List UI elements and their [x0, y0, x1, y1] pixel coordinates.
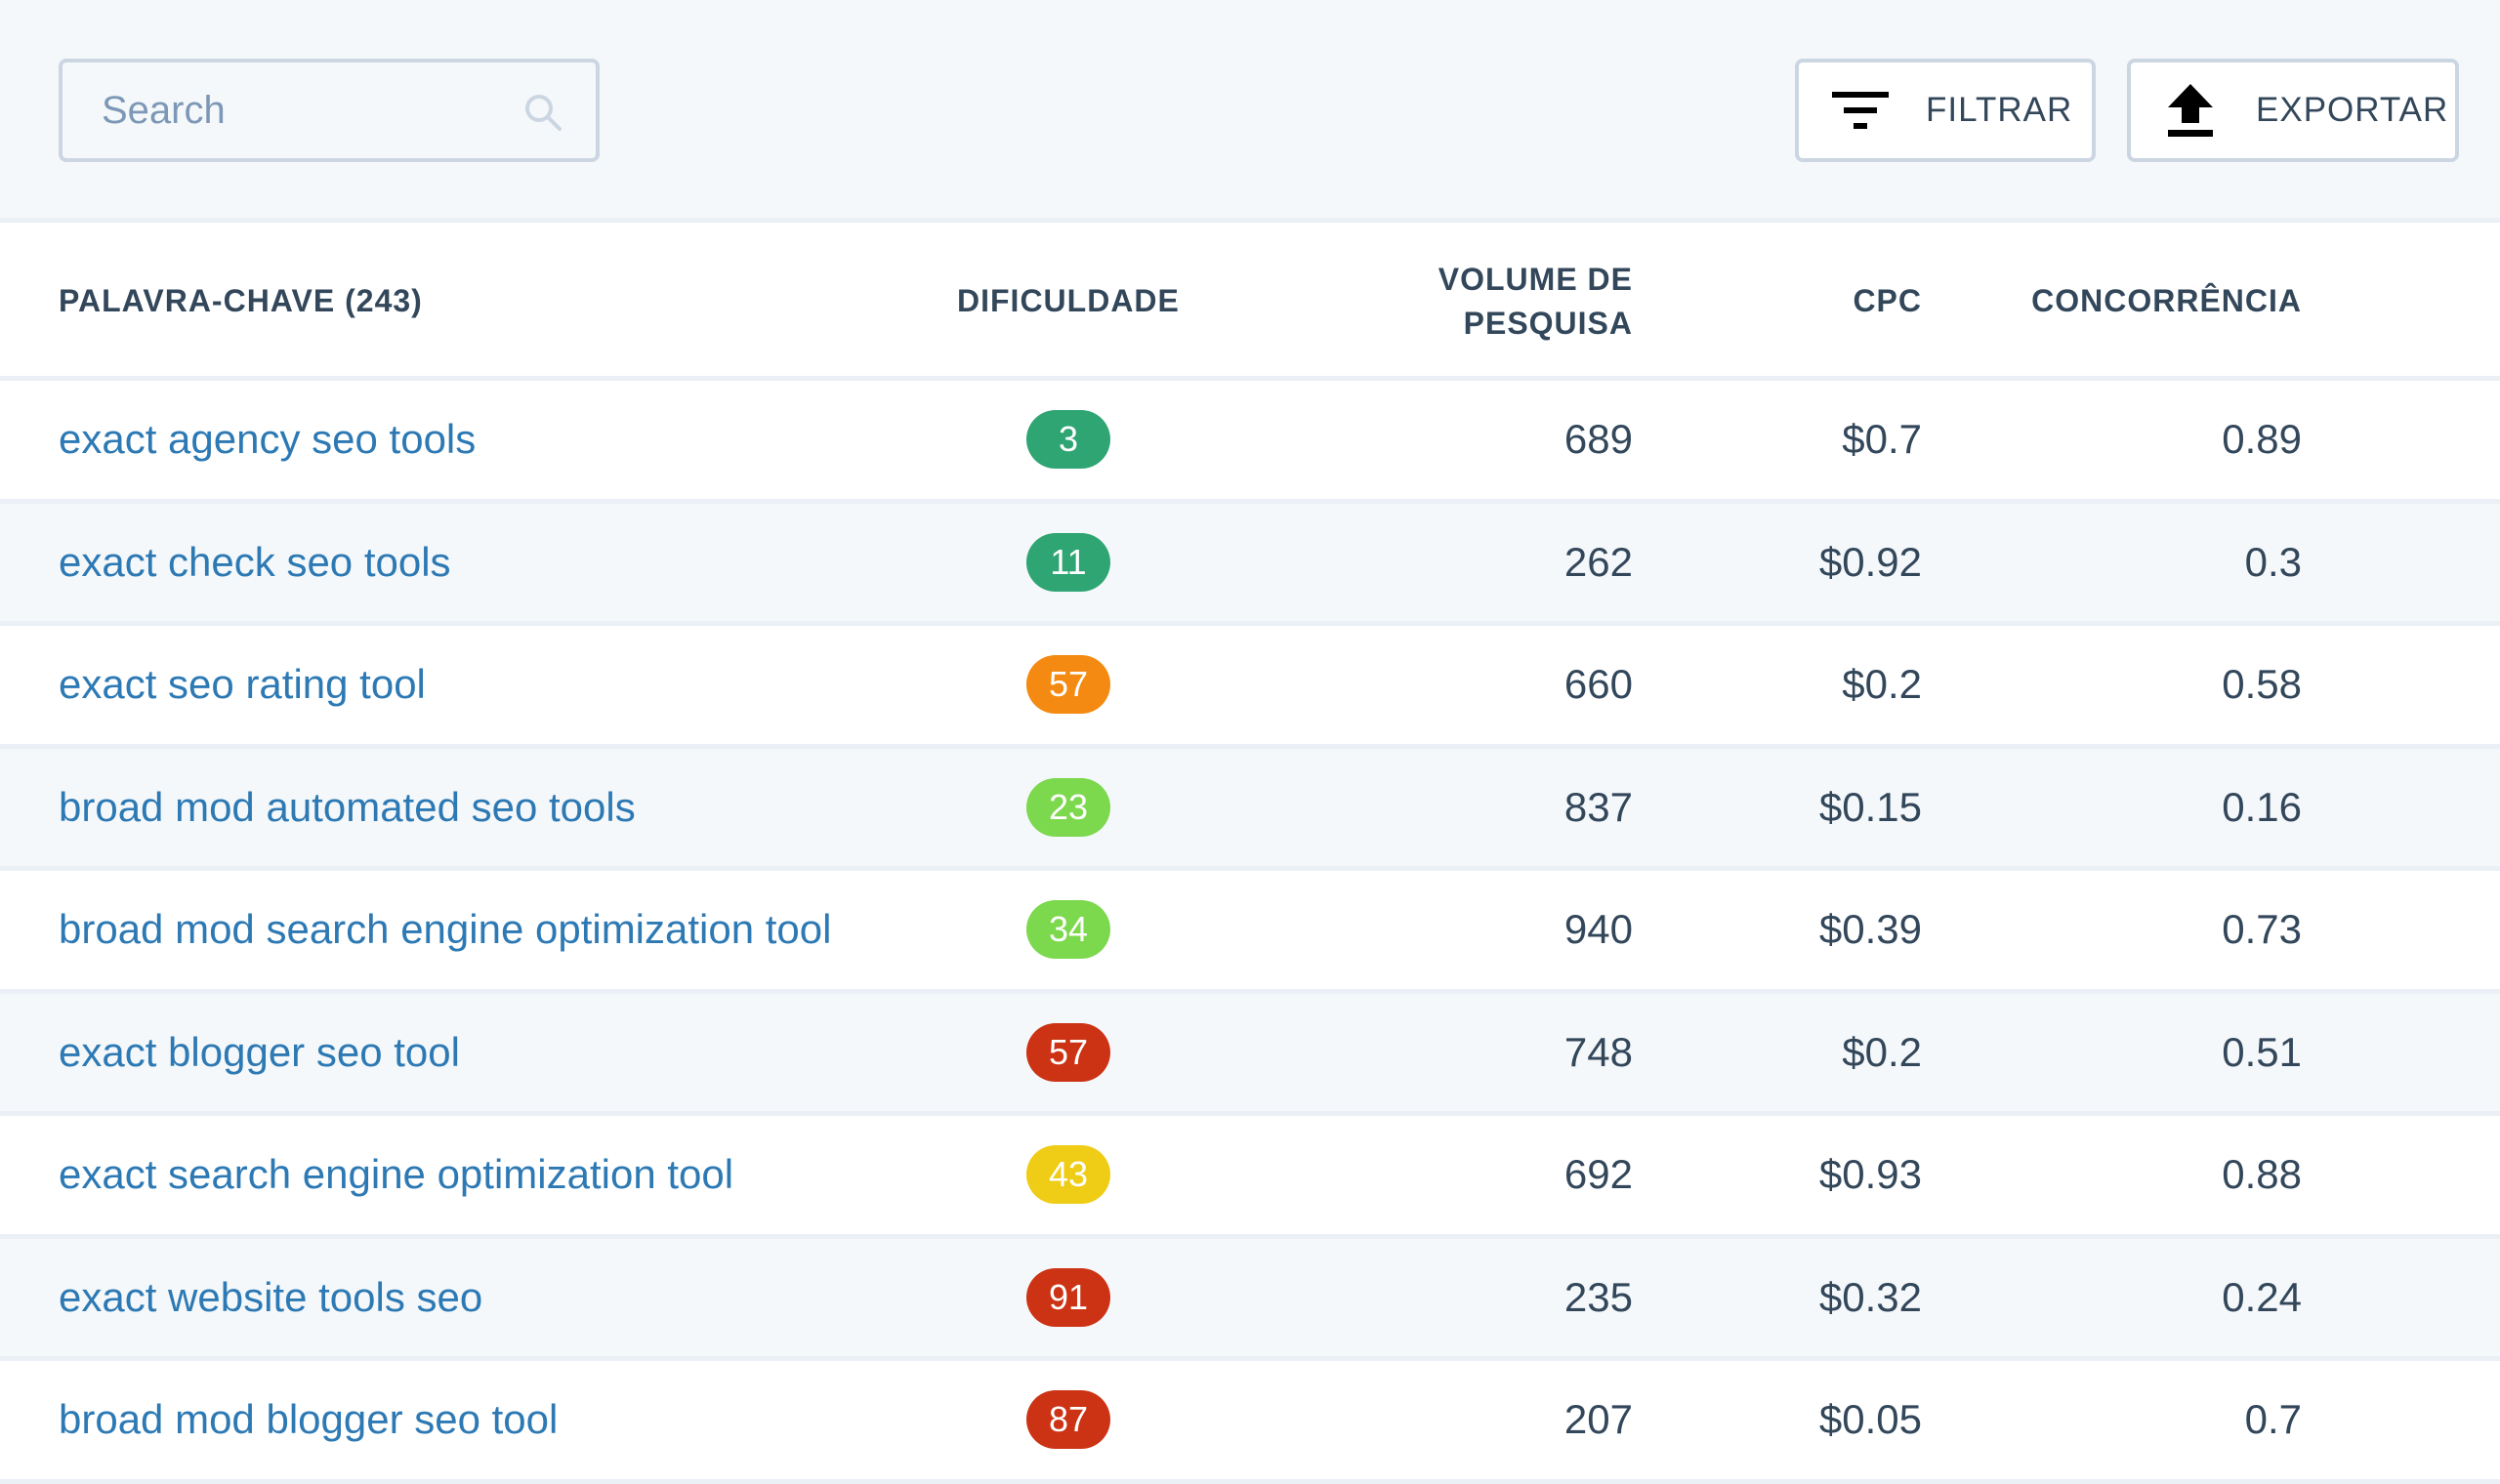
keyword-link[interactable]: broad mod blogger seo tool	[59, 1396, 559, 1443]
difficulty-badge: 57	[1026, 655, 1110, 715]
column-header-keyword[interactable]: PALAVRA-CHAVE (243)	[59, 283, 423, 318]
difficulty-cell: 23	[1026, 749, 1110, 867]
search-box[interactable]	[59, 59, 600, 162]
volume-cell: 660	[1563, 661, 1633, 708]
difficulty-cell: 91	[1026, 1239, 1110, 1357]
table-row: broad mod blogger seo tool 87 207 $0.05 …	[0, 1361, 2500, 1484]
difficulty-cell: 57	[1026, 994, 1110, 1112]
table-row: exact website tools seo 91 235 $0.32 0.2…	[0, 1238, 2500, 1361]
filter-button[interactable]: FILTRAR	[1795, 59, 2096, 162]
competition-cell: 0.24	[2222, 1273, 2302, 1320]
volume-cell: 692	[1563, 1151, 1633, 1198]
cpc-cell: $0.93	[1818, 1151, 1922, 1198]
column-header-volume-line1: VOLUME DE	[1438, 262, 1633, 297]
volume-cell: 262	[1563, 538, 1633, 585]
cpc-cell: $0.7	[1842, 416, 1922, 463]
difficulty-cell: 3	[1026, 381, 1110, 499]
competition-cell: 0.7	[2244, 1396, 2302, 1443]
export-button[interactable]: EXPORTAR	[2127, 59, 2459, 162]
cpc-cell: $0.15	[1818, 783, 1922, 830]
search-icon[interactable]	[523, 93, 562, 132]
difficulty-badge: 34	[1026, 900, 1110, 960]
volume-cell: 207	[1563, 1396, 1633, 1443]
volume-cell: 235	[1563, 1273, 1633, 1320]
keyword-link[interactable]: exact blogger seo tool	[59, 1028, 460, 1075]
competition-cell: 0.89	[2222, 416, 2302, 463]
competition-cell: 0.51	[2222, 1028, 2302, 1075]
competition-cell: 0.3	[2244, 538, 2302, 585]
filter-icon	[1832, 92, 1889, 129]
difficulty-cell: 34	[1026, 871, 1110, 989]
volume-cell: 689	[1563, 416, 1633, 463]
search-input[interactable]	[62, 62, 596, 158]
upload-icon	[2168, 84, 2213, 137]
cpc-cell: $0.05	[1818, 1396, 1922, 1443]
competition-cell: 0.73	[2222, 906, 2302, 953]
export-button-label: EXPORTAR	[2256, 91, 2449, 129]
difficulty-badge: 11	[1026, 532, 1110, 592]
table-row: exact blogger seo tool 57 748 $0.2 0.51	[0, 993, 2500, 1116]
difficulty-badge: 57	[1026, 1022, 1110, 1082]
cpc-cell: $0.2	[1842, 661, 1922, 708]
column-header-volume[interactable]: VOLUME DE PESQUISA	[1359, 258, 1633, 346]
column-header-difficulty[interactable]: DIFICULDADE	[957, 283, 1180, 318]
table-body: exact agency seo tools 3 689 $0.7 0.89 e…	[0, 381, 2500, 1484]
table-header: PALAVRA-CHAVE (243) DIFICULDADE VOLUME D…	[0, 223, 2500, 381]
table-row: broad mod search engine optimization too…	[0, 871, 2500, 994]
cpc-cell: $0.39	[1818, 906, 1922, 953]
column-header-competition[interactable]: CONCORRÊNCIA	[2031, 283, 2302, 318]
difficulty-cell: 57	[1026, 626, 1110, 744]
column-header-volume-line2: PESQUISA	[1463, 306, 1633, 341]
keyword-link[interactable]: exact search engine optimization tool	[59, 1151, 734, 1198]
cpc-cell: $0.2	[1842, 1028, 1922, 1075]
keyword-link[interactable]: exact agency seo tools	[59, 416, 477, 463]
keyword-link[interactable]: broad mod search engine optimization too…	[59, 906, 832, 953]
keyword-link[interactable]: exact seo rating tool	[59, 661, 426, 708]
difficulty-badge: 43	[1026, 1145, 1110, 1205]
table-row: exact search engine optimization tool 43…	[0, 1116, 2500, 1239]
difficulty-cell: 87	[1026, 1361, 1110, 1479]
difficulty-badge: 91	[1026, 1267, 1110, 1327]
table-row: exact agency seo tools 3 689 $0.7 0.89	[0, 381, 2500, 504]
volume-cell: 940	[1563, 906, 1633, 953]
keyword-link[interactable]: broad mod automated seo tools	[59, 783, 636, 830]
filter-button-label: FILTRAR	[1926, 91, 2073, 129]
cpc-cell: $0.32	[1818, 1273, 1922, 1320]
difficulty-badge: 23	[1026, 777, 1110, 837]
competition-cell: 0.88	[2222, 1151, 2302, 1198]
table-row: exact seo rating tool 57 660 $0.2 0.58	[0, 626, 2500, 749]
column-header-cpc[interactable]: CPC	[1853, 283, 1922, 318]
competition-cell: 0.16	[2222, 783, 2302, 830]
difficulty-badge: 87	[1026, 1390, 1110, 1450]
toolbar: FILTRAR EXPORTAR	[0, 0, 2500, 223]
keyword-table: PALAVRA-CHAVE (243) DIFICULDADE VOLUME D…	[0, 223, 2500, 1484]
volume-cell: 748	[1563, 1028, 1633, 1075]
volume-cell: 837	[1563, 783, 1633, 830]
table-row: broad mod automated seo tools 23 837 $0.…	[0, 748, 2500, 871]
keyword-link[interactable]: exact website tools seo	[59, 1273, 483, 1320]
difficulty-cell: 11	[1026, 504, 1110, 622]
cpc-cell: $0.92	[1818, 538, 1922, 585]
table-row: exact check seo tools 11 262 $0.92 0.3	[0, 503, 2500, 626]
competition-cell: 0.58	[2222, 661, 2302, 708]
difficulty-badge: 3	[1026, 410, 1110, 470]
keyword-link[interactable]: exact check seo tools	[59, 538, 451, 585]
difficulty-cell: 43	[1026, 1116, 1110, 1234]
